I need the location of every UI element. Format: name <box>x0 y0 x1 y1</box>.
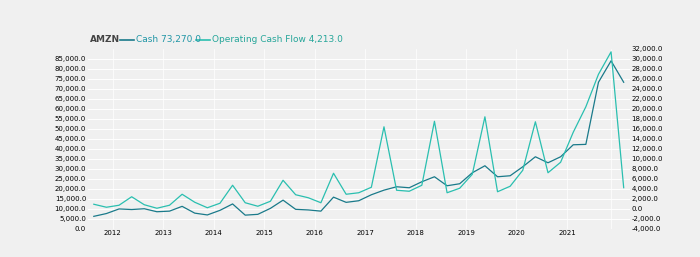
Text: Cash 73,270.0: Cash 73,270.0 <box>136 35 202 44</box>
Text: Operating Cash Flow 4,213.0: Operating Cash Flow 4,213.0 <box>212 35 343 44</box>
Text: AMZN: AMZN <box>90 35 120 44</box>
